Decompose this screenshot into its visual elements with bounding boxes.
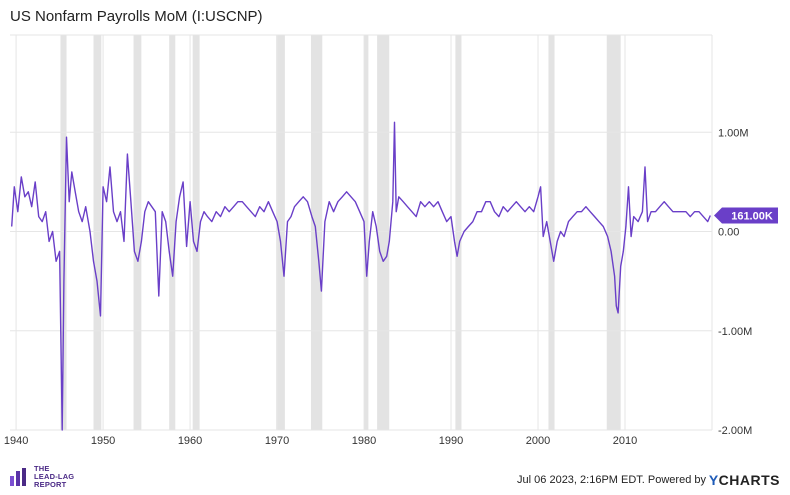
x-tick-label: 1970 xyxy=(265,435,289,447)
x-tick-label: 2000 xyxy=(526,435,550,447)
footer-timestamp: Jul 06 2023, 2:16PM EDT. Powered by xyxy=(517,474,706,486)
x-tick-label: 1980 xyxy=(352,435,376,447)
y-tick-label: -1.00M xyxy=(718,326,752,338)
lead-lag-report-logo: THE LEAD-LAG REPORT xyxy=(8,463,98,491)
recession-band xyxy=(606,35,621,430)
last-value-badge xyxy=(714,207,778,224)
y-tick-label: -2.00M xyxy=(718,425,752,437)
recession-band xyxy=(93,35,102,430)
x-tick-label: 1960 xyxy=(178,435,202,447)
recession-band xyxy=(133,35,142,430)
logo-line-1: THE xyxy=(34,464,50,473)
recession-band xyxy=(377,35,390,430)
logo-line-2: LEAD-LAG xyxy=(34,472,75,481)
x-tick-label: 2010 xyxy=(613,435,637,447)
recession-band xyxy=(60,35,67,430)
logo-line-3: REPORT xyxy=(34,480,67,489)
y-tick-label: 0.00 xyxy=(718,227,739,239)
recession-bands xyxy=(60,35,621,430)
ycharts-logo-rest: CHARTS xyxy=(718,472,780,488)
series-layer xyxy=(11,121,711,431)
recession-band xyxy=(169,35,176,430)
last-value-label: 161.00K xyxy=(731,211,773,223)
chart-title: US Nonfarm Payrolls MoM (I:USCNP) xyxy=(10,8,263,25)
recession-band xyxy=(276,35,285,430)
recession-band xyxy=(455,35,462,430)
lead-lag-logo-icon xyxy=(8,466,30,488)
x-tick-label: 1940 xyxy=(4,435,28,447)
grid-lines xyxy=(10,34,713,431)
x-tick-label: 1950 xyxy=(91,435,115,447)
recession-band xyxy=(310,35,323,430)
axis-labels: 1.00M 0.00 -1.00M -2.00M 1940 1950 1960 1970 198… xyxy=(4,127,752,447)
recession-band xyxy=(364,35,369,430)
last-value-marker: 161.00K xyxy=(714,207,778,224)
recession-band xyxy=(548,35,555,430)
y-tick-label: 1.00M xyxy=(718,127,749,139)
x-tick-label: 1990 xyxy=(439,435,463,447)
recession-band xyxy=(192,35,200,430)
series-line xyxy=(11,121,711,431)
lead-lag-logo-text: THE LEAD-LAG REPORT xyxy=(34,465,74,489)
ycharts-logo-y: Y xyxy=(708,472,719,488)
ycharts-logo[interactable]: YCHARTS xyxy=(709,472,780,488)
